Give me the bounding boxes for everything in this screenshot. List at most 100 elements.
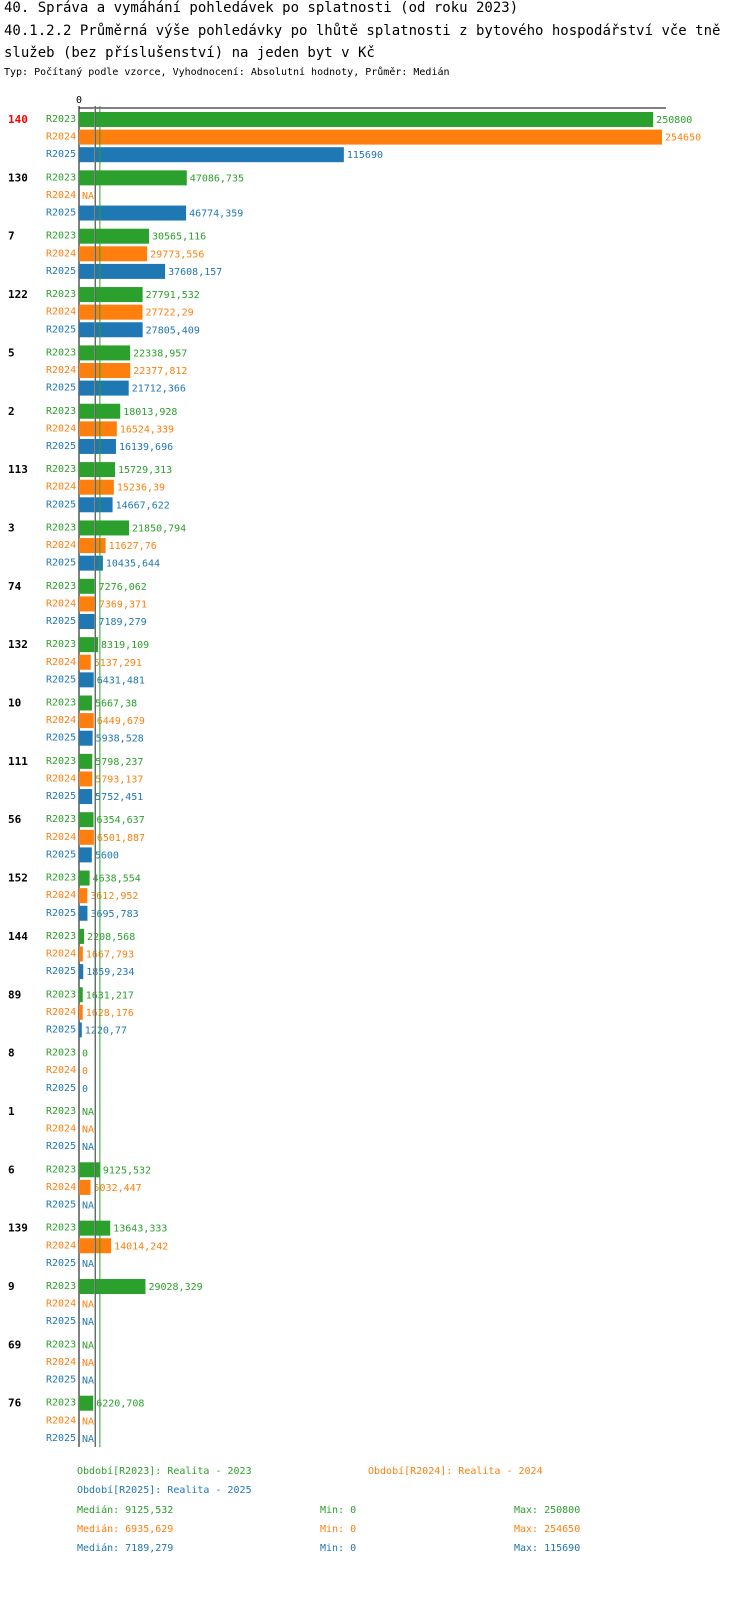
legend-r2024: Období[R2024]: Realita - 2024 xyxy=(368,1466,543,1477)
category-label: 7 xyxy=(8,230,15,243)
series-label: R2025 xyxy=(46,791,76,802)
value-label: 22377,812 xyxy=(133,366,187,377)
category-label: 5 xyxy=(8,346,15,359)
value-label: NA xyxy=(82,1125,94,1136)
bar xyxy=(79,263,166,279)
value-label: 29773,556 xyxy=(150,249,204,260)
bar xyxy=(79,905,88,921)
bar xyxy=(79,228,149,244)
value-label: 27722,29 xyxy=(145,308,193,319)
chart-type-line: Typ: Počítaný podle vzorce, Vyhodnocení:… xyxy=(4,67,450,78)
series-label: R2023 xyxy=(46,931,76,942)
value-label: 254650 xyxy=(665,133,701,144)
series-label: R2025 xyxy=(46,558,76,569)
bar xyxy=(79,637,99,653)
min-r2024: Min: 0 xyxy=(320,1524,357,1535)
series-label: R2023 xyxy=(46,1106,76,1117)
value-label: NA xyxy=(82,1376,94,1387)
series-label: R2024 xyxy=(46,949,76,960)
max-r2023: Max: 250800 xyxy=(514,1505,581,1516)
max-r2025: Max: 115690 xyxy=(514,1543,581,1554)
series-label: R2025 xyxy=(46,383,76,394)
bar xyxy=(79,928,85,944)
value-label: 250800 xyxy=(656,115,692,126)
bar xyxy=(79,771,93,787)
bar xyxy=(79,695,92,711)
series-label: R2025 xyxy=(46,1258,76,1269)
value-label: 5137,291 xyxy=(94,658,142,669)
series-label: R2024 xyxy=(46,598,76,609)
value-label: 16139,696 xyxy=(119,442,173,453)
bar xyxy=(79,345,131,361)
bar xyxy=(79,462,116,478)
series-label: R2024 xyxy=(46,307,76,318)
bar xyxy=(79,1279,146,1294)
series-label: R2023 xyxy=(46,698,76,709)
bar xyxy=(79,847,92,863)
series-label: R2023 xyxy=(46,1398,76,1409)
series-label: R2023 xyxy=(46,989,76,1000)
value-label: NA xyxy=(82,191,94,202)
category-label: 144 xyxy=(8,930,28,943)
bar xyxy=(79,1395,94,1411)
category-label: 140 xyxy=(8,113,28,126)
series-label: R2025 xyxy=(46,1141,76,1152)
bar xyxy=(79,1004,83,1020)
value-label: 5793,137 xyxy=(95,774,143,785)
series-label: R2024 xyxy=(46,482,76,493)
value-label: 1628,176 xyxy=(86,1008,134,1019)
series-label: R2023 xyxy=(46,172,76,183)
value-label: 27805,409 xyxy=(146,325,200,336)
value-label: 2208,568 xyxy=(87,932,135,943)
value-label: 18013,928 xyxy=(123,407,177,418)
value-label: 6501,887 xyxy=(97,833,145,844)
series-label: R2024 xyxy=(46,1065,76,1076)
median-r2023: Medián: 9125,532 xyxy=(77,1505,174,1516)
bar xyxy=(79,380,129,396)
series-label: R2024 xyxy=(46,1182,76,1193)
category-label: 152 xyxy=(8,872,28,885)
value-label: 3612,952 xyxy=(90,891,138,902)
series-label: R2024 xyxy=(46,657,76,668)
bar xyxy=(79,672,94,688)
bar xyxy=(79,147,344,163)
series-label: R2023 xyxy=(46,1223,76,1234)
value-label: 16524,339 xyxy=(120,424,174,435)
series-label: R2025 xyxy=(46,1024,76,1035)
min-r2023: Min: 0 xyxy=(320,1505,357,1516)
legend-r2025: Období[R2025]: Realita - 2025 xyxy=(77,1485,252,1496)
value-label: 1859,234 xyxy=(86,967,134,978)
series-label: R2024 xyxy=(46,773,76,784)
median-r2025: Medián: 7189,279 xyxy=(77,1543,174,1554)
bar xyxy=(79,287,143,303)
value-label: NA xyxy=(82,1416,94,1427)
bar xyxy=(79,870,90,886)
series-label: R2025 xyxy=(46,266,76,277)
value-label: 115690 xyxy=(347,150,383,161)
value-label: 6449,679 xyxy=(97,716,145,727)
value-label: 14667,622 xyxy=(116,500,170,511)
series-label: R2024 xyxy=(46,132,76,143)
series-label: R2024 xyxy=(46,1357,76,1368)
series-label: R2025 xyxy=(46,849,76,860)
value-label: 13643,333 xyxy=(113,1224,167,1235)
value-label: NA xyxy=(82,1317,94,1328)
series-label: R2025 xyxy=(46,908,76,919)
bar xyxy=(79,614,96,629)
series-label: R2023 xyxy=(46,231,76,242)
bar xyxy=(79,713,94,729)
bar xyxy=(79,205,187,221)
series-label: R2024 xyxy=(46,1007,76,1018)
series-label: R2025 xyxy=(46,499,76,510)
category-label: 56 xyxy=(8,813,22,826)
legend-r2023: Období[R2023]: Realita - 2023 xyxy=(77,1466,252,1477)
series-label: R2025 xyxy=(46,1433,76,1444)
category-label: 89 xyxy=(8,988,21,1001)
median-r2024: Medián: 6935,629 xyxy=(77,1524,174,1535)
value-label: 6220,708 xyxy=(96,1399,144,1410)
value-label: 0 xyxy=(82,1066,88,1077)
value-label: 5600 xyxy=(95,850,119,861)
category-label: 76 xyxy=(8,1397,22,1410)
category-label: 122 xyxy=(8,288,28,301)
